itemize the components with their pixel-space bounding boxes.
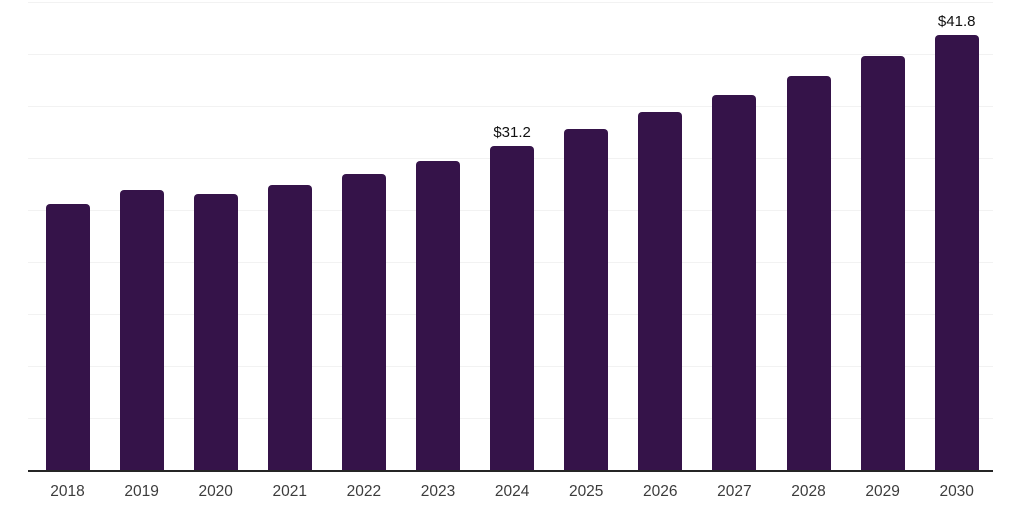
gridline-45 [28,2,993,3]
x-tick-label-2020: 2020 [198,483,233,500]
bar-2030 [934,35,979,470]
bar-2028 [786,75,831,470]
x-tick-label-2026: 2026 [643,483,678,500]
gridline-35 [28,106,993,107]
data-label-2030: $41.8 [937,13,976,31]
x-tick-label-2025: 2025 [568,483,604,500]
x-tick-label-2023: 2023 [420,483,456,500]
bar-2029 [860,56,905,470]
x-tick-label-2022: 2022 [346,483,382,500]
bar-2026 [638,112,683,470]
x-tick-label-2029: 2029 [865,483,900,500]
bar-2023 [416,161,460,470]
bar-2027 [712,94,757,470]
bar-2019 [119,190,164,470]
data-label-2024: $31.2 [493,123,531,141]
x-tick-label-2028: 2028 [791,483,826,500]
x-tick-label-2030: 2030 [939,483,974,500]
x-tick-label-2027: 2027 [717,483,752,500]
bar-2024 [490,145,535,470]
x-tick-label-2024: 2024 [494,483,530,500]
x-tick-label-2018: 2018 [50,483,85,500]
x-axis-line [28,470,993,472]
x-tick-label-2019: 2019 [124,483,159,500]
gridline-40 [28,54,993,55]
bar-2022 [341,173,386,470]
x-tick-label-2021: 2021 [272,483,308,500]
bar-2021 [267,185,312,470]
bar-2018 [45,203,90,470]
bar-2020 [193,194,238,470]
bar-2025 [564,128,609,470]
